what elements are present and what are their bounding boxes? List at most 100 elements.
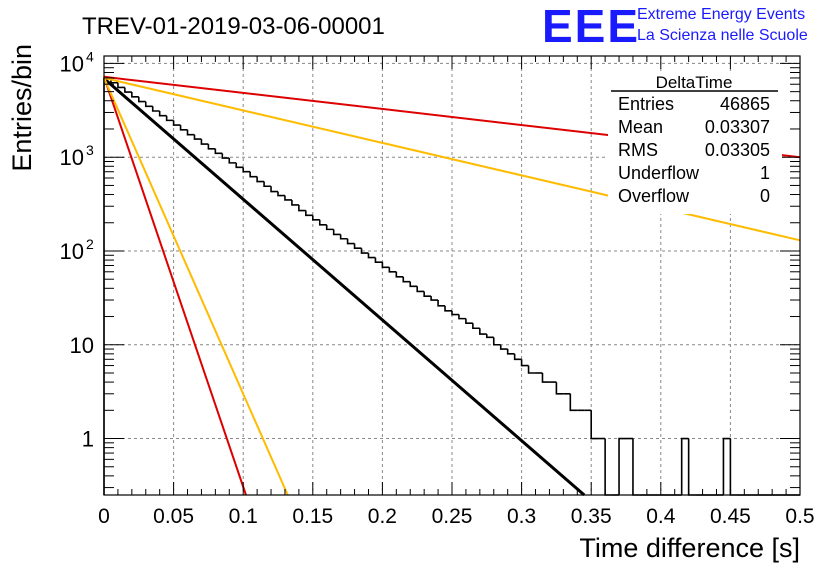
- histogram-bin: [444, 305, 452, 312]
- histogram-bin: [479, 328, 487, 335]
- histogram-bin: [298, 204, 306, 212]
- histogram-bin: [117, 82, 125, 89]
- histogram-bin: [506, 349, 515, 355]
- stats-value: 1: [760, 163, 770, 183]
- histogram-bin: [235, 162, 244, 169]
- stats-value: 0.03307: [705, 117, 770, 137]
- histogram-bin: [165, 115, 174, 122]
- histogram-bin: [179, 125, 188, 131]
- histogram-bin: [249, 171, 258, 178]
- fit-curve: [103, 77, 289, 496]
- histogram-bin: [458, 314, 466, 320]
- stats-value: 0: [760, 186, 770, 206]
- brand-line-2: La Scienza nelle Scuole: [637, 27, 808, 44]
- histogram-bin: [221, 153, 230, 159]
- histogram-bin: [680, 437, 689, 495]
- y-tick-exponent: 2: [86, 236, 94, 252]
- histogram-bin: [472, 323, 480, 330]
- histogram-bin: [242, 167, 251, 173]
- stats-label: Mean: [618, 117, 663, 137]
- histogram-bin: [284, 195, 292, 201]
- histogram-bin: [332, 229, 341, 236]
- histogram-bin: [131, 92, 139, 98]
- histogram-bin: [263, 181, 272, 188]
- histogram-bin: [555, 382, 564, 395]
- histogram-bin: [729, 438, 738, 496]
- histogram-bin: [402, 276, 411, 283]
- histogram-bin: [138, 96, 146, 103]
- histogram-bin: [632, 438, 640, 496]
- histogram-bin: [291, 199, 299, 206]
- stats-label: Overflow: [618, 186, 690, 206]
- y-axis-label: Entries/bin: [7, 44, 37, 172]
- histogram-bin: [151, 106, 160, 112]
- y-tick-label: 10: [60, 145, 84, 170]
- histogram-bin: [346, 238, 355, 245]
- histogram-bin: [388, 267, 397, 273]
- histogram-bin: [395, 271, 404, 278]
- stats-value: 46865: [720, 94, 770, 114]
- histogram-bin: [513, 353, 522, 361]
- fit-curve: [103, 76, 247, 496]
- stats-label: Entries: [618, 94, 674, 114]
- histogram-bin: [527, 365, 536, 374]
- x-tick-label: 0.05: [153, 505, 194, 528]
- stats-label: Underflow: [618, 163, 700, 183]
- axis-ticks: [103, 56, 801, 495]
- histogram-bin: [318, 219, 327, 226]
- histogram-bin: [499, 344, 508, 350]
- histogram-bin: [374, 257, 383, 263]
- histogram-bin: [312, 215, 320, 221]
- histogram-bin: [256, 176, 265, 183]
- eee-logo: EEE: [542, 0, 640, 52]
- run-title: TREV-01-2019-03-06-00001: [82, 13, 385, 40]
- histogram-bin: [486, 334, 494, 339]
- brand-line-1: Extreme Energy Events: [637, 6, 805, 23]
- x-tick-label: 0.3: [507, 505, 536, 528]
- histogram-bin: [451, 310, 459, 316]
- x-tick-label: 0.15: [292, 505, 333, 528]
- histogram-bin: [465, 318, 473, 324]
- stats-title: DeltaTime: [656, 73, 733, 92]
- y-tick-label: 10: [70, 333, 94, 358]
- stats-box-background: [608, 74, 782, 214]
- histogram-bin: [103, 77, 111, 495]
- histogram-bin: [360, 248, 369, 254]
- x-tick-label: 0.4: [646, 505, 676, 528]
- histogram-bin: [339, 234, 348, 240]
- histogram-bin: [305, 210, 313, 217]
- histogram-bin: [207, 144, 216, 150]
- stats-box: DeltaTime Entries 46865 Mean 0.03307 RMS 0.03…: [608, 73, 782, 214]
- histogram-bin: [158, 110, 167, 117]
- x-tick-label: 0.25: [432, 505, 473, 528]
- histogram-bin: [423, 291, 432, 297]
- histogram-bin: [228, 158, 237, 164]
- stats-label: RMS: [618, 140, 658, 160]
- fit-curve: [103, 77, 586, 497]
- x-tick-label: 0.5: [785, 505, 814, 528]
- histogram-bin: [270, 186, 278, 193]
- x-tick-label: 0.45: [710, 505, 751, 528]
- histogram-bin: [590, 410, 599, 440]
- histogram-bin: [430, 296, 439, 301]
- histogram-bin: [172, 120, 181, 126]
- x-tick-label: 0: [98, 505, 110, 528]
- y-tick-label: 10: [60, 239, 84, 264]
- histogram-bin: [416, 286, 425, 293]
- histogram-bin: [409, 281, 418, 288]
- x-axis-label: Time difference [s]: [579, 533, 800, 563]
- stats-rows: Entries 46865 Mean 0.03307 RMS 0.03305Underfl…: [618, 94, 770, 206]
- y-tick-exponent: 4: [86, 48, 94, 64]
- histogram-bin: [687, 438, 696, 496]
- histogram-bin: [193, 134, 202, 140]
- histogram-bin: [520, 359, 529, 367]
- histogram-bin: [353, 243, 362, 250]
- histogram-bin: [492, 337, 501, 346]
- y-tick-exponent: 3: [86, 142, 94, 158]
- y-tick-label: 1: [82, 427, 94, 452]
- x-tick-labels: 0 0.05 0.1 0.15 0.2 0.25 0.3 0.35 0.4 0.45 0.5: [98, 505, 814, 528]
- y-tick-label: 10: [60, 51, 84, 76]
